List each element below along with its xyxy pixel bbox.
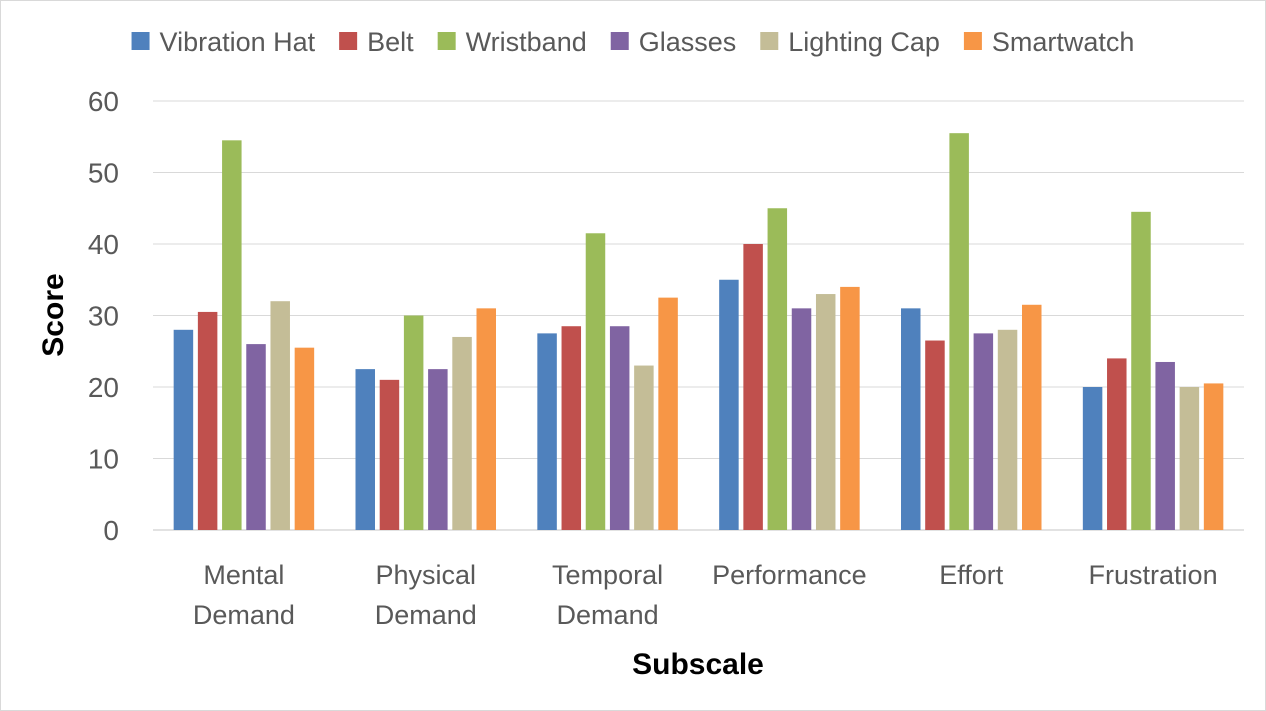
gridlines: [153, 100, 1244, 531]
bar-glasses: [428, 369, 448, 530]
bar-wristband: [222, 140, 242, 530]
bar-smartwatch: [1203, 383, 1224, 530]
bar-vibration-hat: [719, 279, 739, 530]
legend-swatch: [131, 32, 150, 50]
bars: [173, 133, 1224, 531]
legend-label: Vibration Hat: [160, 27, 316, 57]
x-category-label: Performance: [712, 560, 867, 590]
y-axis-ticks: 0 10 20 30 40 50 60: [88, 86, 119, 546]
legend-label: Lighting Cap: [788, 27, 940, 57]
bar-lighting-cap: [452, 336, 472, 530]
bar-wristband: [585, 233, 606, 530]
bar-vibration-hat: [537, 333, 557, 530]
legend-swatch: [437, 32, 456, 50]
legend-item: Glasses: [610, 27, 737, 57]
legend-swatch: [610, 32, 629, 50]
x-category-label: Effort: [939, 560, 1004, 590]
bar-wristband: [767, 208, 788, 530]
y-tick-label: 10: [88, 444, 119, 475]
bar-lighting-cap: [1179, 387, 1200, 530]
bar-vibration-hat: [1082, 387, 1103, 530]
legend-label: Belt: [367, 27, 414, 57]
bar-wristband: [949, 133, 969, 531]
bar-lighting-cap: [815, 294, 836, 530]
bar-vibration-hat: [173, 329, 194, 530]
y-tick-label: 0: [103, 515, 119, 546]
legend-item: Lighting Cap: [760, 27, 940, 57]
legend-label: Glasses: [639, 27, 737, 57]
x-category-label: Physical Demand: [375, 560, 477, 630]
bar-wristband: [1131, 211, 1151, 530]
bar-belt: [743, 244, 763, 530]
x-axis-categories: Mental Demand Physical Demand Temporal Demand…: [193, 560, 1218, 630]
x-category-label: Mental Demand: [193, 560, 295, 630]
y-tick-label: 60: [88, 86, 119, 117]
legend-swatch: [339, 32, 358, 50]
x-category-label: Temporal Demand: [552, 560, 663, 630]
legend-item: Smartwatch: [963, 27, 1135, 57]
legend-item: Belt: [339, 27, 414, 57]
bar-belt: [197, 311, 218, 530]
bar-smartwatch: [840, 286, 860, 530]
bar-vibration-hat: [901, 308, 921, 530]
bar-wristband: [403, 315, 424, 530]
bar-glasses: [609, 326, 630, 530]
bar-smartwatch: [476, 308, 496, 530]
legend-swatch: [963, 32, 982, 50]
legend-item: Vibration Hat: [131, 27, 316, 57]
bar-glasses: [791, 308, 812, 530]
bar-glasses: [1155, 361, 1175, 530]
y-tick-label: 40: [88, 229, 119, 260]
x-axis-title: Subscale: [632, 648, 764, 681]
bar-lighting-cap: [270, 301, 290, 530]
bar-glasses: [973, 333, 994, 530]
bar-belt: [925, 340, 945, 530]
legend-label: Wristband: [466, 27, 587, 57]
legend-label: Smartwatch: [992, 27, 1135, 57]
bar-smartwatch: [294, 347, 315, 530]
y-axis-title: Score: [37, 273, 70, 356]
legend: Vibration Hat Belt Wristband Glasses Lightin…: [131, 27, 1135, 57]
bar-vibration-hat: [355, 369, 375, 530]
legend-swatch: [760, 32, 779, 50]
bar-smartwatch: [658, 297, 678, 530]
bar-glasses: [246, 344, 266, 530]
bar-lighting-cap: [634, 365, 654, 530]
bar-belt: [379, 379, 400, 530]
bar-belt: [561, 326, 582, 530]
y-tick-label: 50: [88, 158, 119, 189]
y-tick-label: 30: [88, 301, 119, 332]
x-category-label: Frustration: [1089, 560, 1218, 590]
y-tick-label: 20: [88, 372, 119, 403]
legend-item: Wristband: [437, 27, 587, 57]
bar-lighting-cap: [997, 329, 1018, 530]
bar-smartwatch: [1022, 304, 1042, 530]
bar-belt: [1107, 358, 1127, 530]
